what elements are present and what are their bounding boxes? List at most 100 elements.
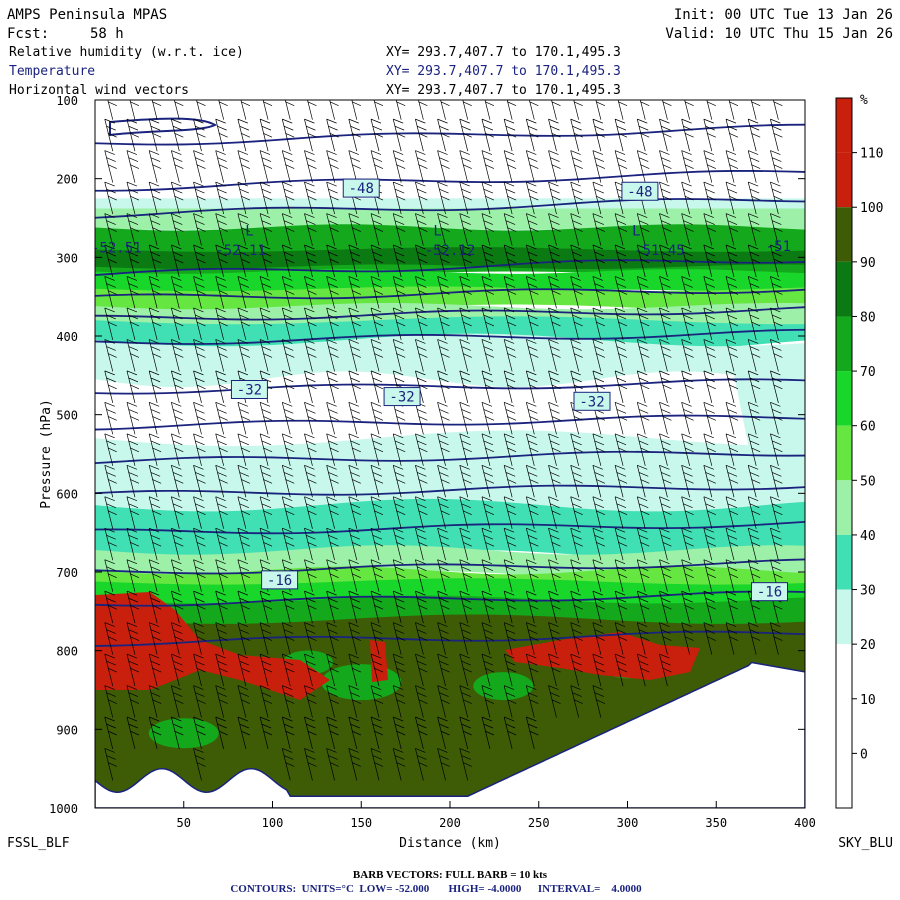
- wind-barb: [770, 118, 783, 152]
- wind-barb: [415, 339, 428, 372]
- wind-barb: [503, 590, 517, 624]
- y-tick-label: 100: [56, 94, 78, 108]
- wind-barb: [437, 402, 450, 435]
- wind-barb: [570, 276, 583, 309]
- wind-barb: [215, 653, 228, 687]
- wind-barb: [503, 433, 517, 466]
- wind-barb: [548, 622, 561, 655]
- wind-barb: [307, 100, 317, 120]
- wind-barb: [193, 118, 206, 152]
- wind-barb: [304, 716, 317, 750]
- minimum-label: -52.51: [91, 241, 142, 257]
- wind-barb: [370, 622, 384, 655]
- temperature-label-box: [383, 387, 421, 407]
- wind-barb: [525, 590, 539, 624]
- wind-barb: [481, 527, 495, 561]
- wind-barb: [326, 622, 339, 655]
- wind-barb: [193, 653, 206, 687]
- wind-barb: [725, 402, 739, 435]
- wind-barb: [681, 181, 694, 215]
- wind-barb: [104, 653, 117, 687]
- wind-barb: [215, 559, 228, 592]
- wind-barb: [636, 402, 650, 435]
- wind-barb: [348, 370, 361, 403]
- x-tick-label: 200: [439, 816, 461, 830]
- wind-barb: [148, 370, 162, 403]
- wind-barb: [148, 118, 162, 152]
- wind-barb: [126, 181, 140, 215]
- wind-barb: [170, 559, 184, 592]
- wind-barb: [570, 622, 583, 655]
- wind-barb: [525, 370, 539, 403]
- wind-barb: [770, 559, 783, 592]
- wind-barb: [570, 339, 583, 372]
- wind-barb: [392, 370, 406, 403]
- wind-barb: [104, 527, 117, 561]
- wind-barb: [370, 307, 384, 341]
- y-tick-label: 500: [56, 409, 78, 423]
- wind-barb: [373, 100, 384, 120]
- wind-barb: [370, 527, 384, 561]
- wind-barb: [237, 590, 251, 624]
- wind-barb: [259, 307, 273, 341]
- temperature-contour: [95, 259, 805, 276]
- colorbar-label: 90: [860, 256, 876, 271]
- rh-band: [95, 498, 805, 563]
- right-station-label: SKY_BLU: [838, 836, 893, 851]
- wind-barb: [215, 685, 228, 718]
- colorbar-segment: [836, 152, 852, 208]
- wind-barb: [459, 685, 472, 718]
- wind-barb: [415, 748, 428, 781]
- colorbar-label: 100: [860, 201, 883, 216]
- wind-barb: [592, 118, 606, 152]
- wind-barb: [570, 559, 583, 592]
- wind-barb: [237, 307, 251, 341]
- wind-barb: [170, 213, 184, 246]
- x-tick-label: 250: [528, 816, 550, 830]
- wind-barb: [348, 653, 361, 687]
- wind-barb: [104, 370, 117, 403]
- wind-barb: [636, 307, 650, 341]
- wind-barb: [548, 339, 561, 372]
- wind-barb: [193, 276, 206, 309]
- plot-area: -48 -48 -32 -32 -32 -16 -16 L -52.11 L -52.12 L -51.…: [91, 100, 805, 808]
- wind-barb: [415, 150, 428, 183]
- wind-barb: [237, 496, 251, 529]
- colorbar-segment: [836, 698, 852, 754]
- field-name-temperature: Temperature: [9, 64, 95, 79]
- wind-barb: [304, 370, 317, 403]
- wind-barb: [437, 181, 450, 215]
- wind-barb: [659, 653, 672, 687]
- wind-barb: [237, 181, 251, 215]
- wind-barb: [681, 496, 694, 529]
- wind-barb: [592, 213, 606, 246]
- wind-barb: [392, 527, 406, 561]
- wind-barb: [304, 433, 317, 466]
- wind-barb: [614, 653, 628, 687]
- wind-barb: [215, 244, 228, 278]
- wind-barb: [326, 402, 339, 435]
- wind-barb: [215, 716, 228, 750]
- wind-barb: [237, 276, 251, 309]
- wind-barb: [614, 118, 628, 152]
- wind-barb: [548, 559, 561, 592]
- wind-barb: [326, 496, 339, 529]
- wind-barb: [193, 685, 206, 718]
- wind-barb: [259, 590, 273, 624]
- wind-barb: [170, 653, 184, 687]
- wind-barb: [326, 559, 339, 592]
- wind-barb: [481, 496, 495, 529]
- wind-barb: [570, 181, 583, 215]
- wind-barb: [728, 100, 739, 120]
- wind-barb: [747, 118, 761, 152]
- wind-barb: [259, 716, 273, 750]
- wind-barb: [237, 213, 251, 246]
- wind-barb: [348, 244, 361, 278]
- rh-band: [95, 269, 805, 296]
- wind-barb: [326, 464, 339, 498]
- wind-barb: [592, 622, 606, 655]
- x-tick-label: 50: [177, 816, 191, 830]
- temperature-label-box: [342, 178, 380, 198]
- wind-barb: [170, 150, 184, 183]
- wind-barb: [170, 590, 184, 624]
